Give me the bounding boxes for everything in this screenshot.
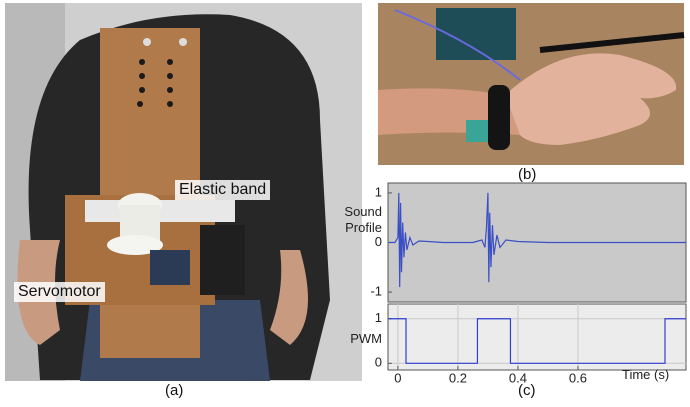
x-tick-label: 0.4 <box>509 370 527 385</box>
y-tick-label: 0 <box>375 355 382 370</box>
x-tick-label: 0.6 <box>569 370 587 385</box>
y-tick-label: 1 <box>375 184 382 199</box>
photo-label: Servomotor <box>14 282 105 302</box>
y-tick-label: 0 <box>375 234 382 249</box>
photo-b <box>378 3 685 165</box>
photo-label: Elastic band <box>175 180 271 200</box>
plot-area <box>387 303 687 371</box>
data-line <box>388 192 686 288</box>
y-axis-label: PWM <box>350 331 382 346</box>
panel-caption: (c) <box>518 382 536 399</box>
panel-caption: (a) <box>165 382 184 399</box>
y-tick-label: 1 <box>375 310 382 325</box>
panel-caption: (b) <box>518 166 537 183</box>
x-axis-label: Time (s) <box>622 367 670 382</box>
y-axis-label: Sound Profile <box>344 204 382 235</box>
x-tick-label: 0 <box>394 370 401 385</box>
data-line <box>388 318 686 364</box>
x-tick-label: 0.2 <box>449 370 467 385</box>
y-tick-label: -1 <box>370 284 382 299</box>
charts: 1 0 -1 0 0.2 0.4 0.6 1 0 <box>370 182 687 385</box>
